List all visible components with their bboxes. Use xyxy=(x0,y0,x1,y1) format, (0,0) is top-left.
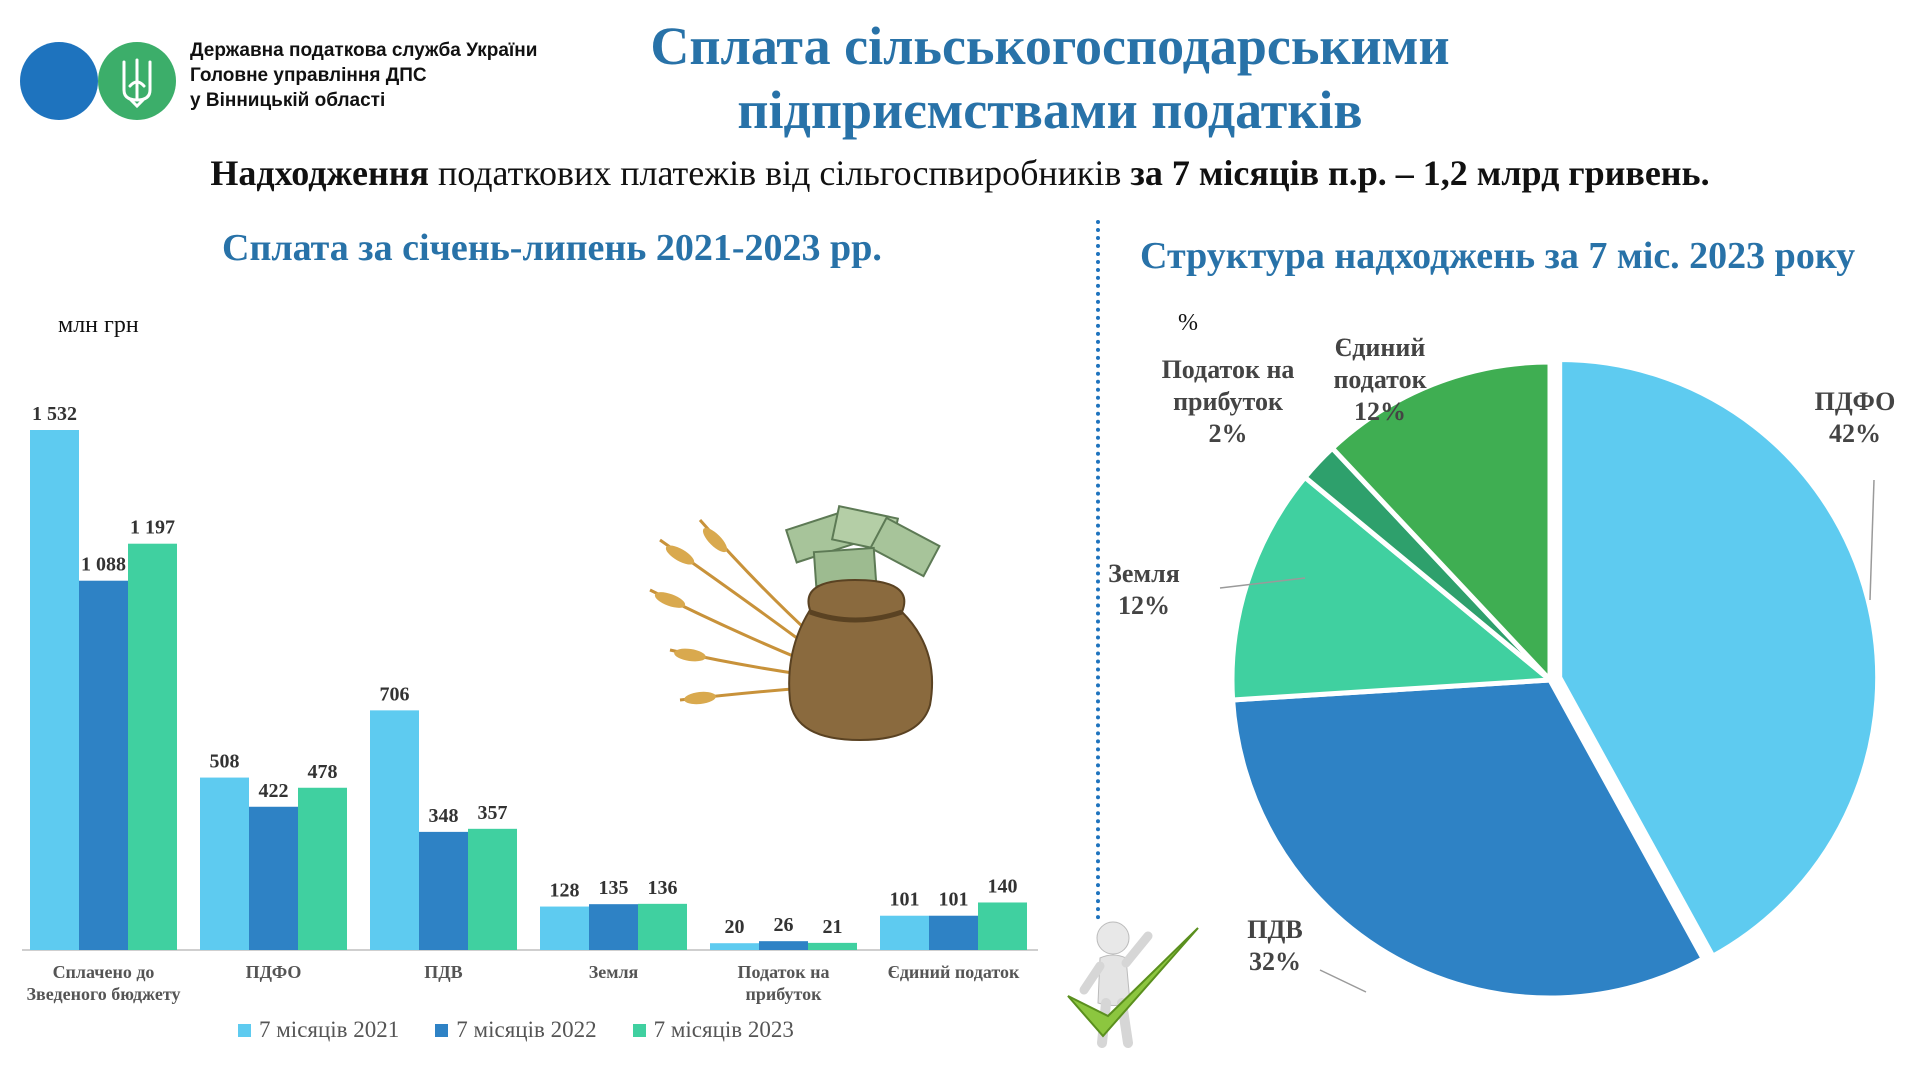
legend-item-2023: 7 місяців 2023 xyxy=(632,1017,794,1043)
pie-slice-label: Єдиний xyxy=(1335,333,1426,362)
bar xyxy=(370,710,419,950)
category-tick-label: ПДФО xyxy=(246,962,302,982)
bar-value-label: 422 xyxy=(259,780,289,802)
bar xyxy=(978,902,1027,950)
bar-value-label: 1 532 xyxy=(32,403,77,425)
logo-blue-circle xyxy=(20,42,98,120)
bar-value-label: 135 xyxy=(599,877,629,899)
legend-label-2021: 7 місяців 2021 xyxy=(259,1017,400,1042)
bar-value-label: 1 197 xyxy=(130,517,175,539)
legend-swatch-2023 xyxy=(632,1023,646,1037)
bar xyxy=(128,543,177,950)
category-tick-label: Єдиний податок xyxy=(888,962,1020,982)
legend-label-2023: 7 місяців 2023 xyxy=(653,1017,794,1042)
bar xyxy=(710,943,759,950)
bar xyxy=(540,906,589,950)
org-line-2: Головне управління ДПС xyxy=(190,65,427,86)
category-tick-label: Зведеного бюджету xyxy=(27,984,181,1004)
organization-name: Державна податкова служба України Головн… xyxy=(190,38,537,113)
pie-slice xyxy=(1229,473,1557,703)
bar xyxy=(249,806,298,950)
trident-emblem-icon xyxy=(122,58,152,109)
pie-slice-label: податок xyxy=(1333,365,1426,394)
bar xyxy=(298,787,347,950)
category-tick-label: прибуток xyxy=(745,984,822,1004)
subtitle-bold-start: Надходження xyxy=(210,153,429,193)
pie-slice-label: 2% xyxy=(1209,419,1248,448)
pie-slice-label: 42% xyxy=(1829,419,1881,448)
wheat-money-bag-image xyxy=(649,504,941,742)
bar xyxy=(880,915,929,950)
org-line-1: Державна податкова служба України xyxy=(190,40,538,61)
legend-item-2022: 7 місяців 2022 xyxy=(435,1017,597,1043)
pie-slice-label: Податок на xyxy=(1162,355,1295,384)
pie-leader-line xyxy=(1219,577,1306,589)
bar xyxy=(419,831,468,950)
category-tick-label: Податок на xyxy=(738,962,830,982)
bar-value-label: 706 xyxy=(380,683,410,705)
bar xyxy=(589,904,638,950)
dps-logo xyxy=(20,40,180,120)
pie-slice xyxy=(1557,357,1881,960)
category-tick-label: ПДВ xyxy=(424,962,462,982)
pie-slice-label: 12% xyxy=(1354,397,1406,426)
org-line-3: у Вінницькій області xyxy=(190,90,386,111)
pie-slice xyxy=(1229,677,1707,1001)
bar-value-label: 1 088 xyxy=(81,554,126,576)
bar-chart-unit: млн грн xyxy=(58,312,139,338)
bar xyxy=(79,580,128,950)
pie-chart: ПДФО 42% ПДВ 32% Земля 12% Податок на прибуток 2… xyxy=(1108,333,1896,1001)
pie-leader-line xyxy=(1319,969,1367,993)
checkmark-figure-image xyxy=(1067,921,1199,1048)
bar-value-label: 357 xyxy=(478,802,508,824)
pie-leader-line xyxy=(1869,479,1875,601)
bar-value-label: 348 xyxy=(429,805,459,827)
category-tick-label: Земля xyxy=(589,962,639,982)
bar xyxy=(929,915,978,950)
bar xyxy=(638,903,687,950)
pie-slice xyxy=(1328,359,1553,687)
bar xyxy=(30,430,79,950)
pie-slice-label: ПДВ xyxy=(1247,915,1302,944)
section-divider xyxy=(1096,220,1100,920)
subtitle-bold-end: за 7 місяців п.р. – 1,2 млрд гривень. xyxy=(1130,153,1710,193)
bar-chart-legend: 7 місяців 2021 7 місяців 2022 7 місяців … xyxy=(238,1017,794,1043)
bar-value-label: 128 xyxy=(550,880,580,902)
page-title: Сплата сільськогосподарськими підприємст… xyxy=(620,14,1480,142)
category-tick-label: Сплачено до xyxy=(53,962,155,982)
bar xyxy=(468,828,517,950)
pie-slice-label: ПДФО xyxy=(1815,387,1896,416)
bar-value-label: 508 xyxy=(210,751,240,773)
pie-slice-label: прибуток xyxy=(1173,387,1283,416)
pie-chart-unit: % xyxy=(1178,310,1198,336)
bar xyxy=(808,942,857,950)
pie-slice-label: 12% xyxy=(1118,591,1170,620)
summary-subtitle: Надходження податкових платежів від сіль… xyxy=(0,152,1920,194)
bar-value-label: 101 xyxy=(890,889,920,911)
bar-value-label: 101 xyxy=(939,889,969,911)
page-title-line-2: підприємствами податків xyxy=(737,80,1363,140)
bar xyxy=(200,777,249,950)
pie-slice-label: Земля xyxy=(1108,559,1180,588)
bar-value-label: 26 xyxy=(774,914,794,936)
bar-value-label: 478 xyxy=(308,761,338,783)
bar-chart-title: Сплата за січень-липень 2021-2023 рр. xyxy=(222,227,882,269)
legend-label-2022: 7 місяців 2022 xyxy=(456,1017,597,1042)
bar-value-label: 140 xyxy=(988,875,1018,897)
pie-slice-label: 32% xyxy=(1249,947,1301,976)
subtitle-normal: податкових платежів від сільгоспвиробник… xyxy=(429,153,1131,193)
bar-value-label: 136 xyxy=(648,877,678,899)
page-title-line-1: Сплата сільськогосподарськими xyxy=(650,16,1450,76)
legend-item-2021: 7 місяців 2021 xyxy=(238,1017,399,1043)
legend-swatch-2021 xyxy=(238,1023,251,1037)
bar-value-label: 21 xyxy=(823,916,843,938)
pie-chart-title: Структура надходжень за 7 міс. 2023 року xyxy=(1140,235,1856,277)
bar xyxy=(759,941,808,950)
bar-value-label: 20 xyxy=(725,916,745,938)
legend-swatch-2022 xyxy=(435,1023,449,1037)
